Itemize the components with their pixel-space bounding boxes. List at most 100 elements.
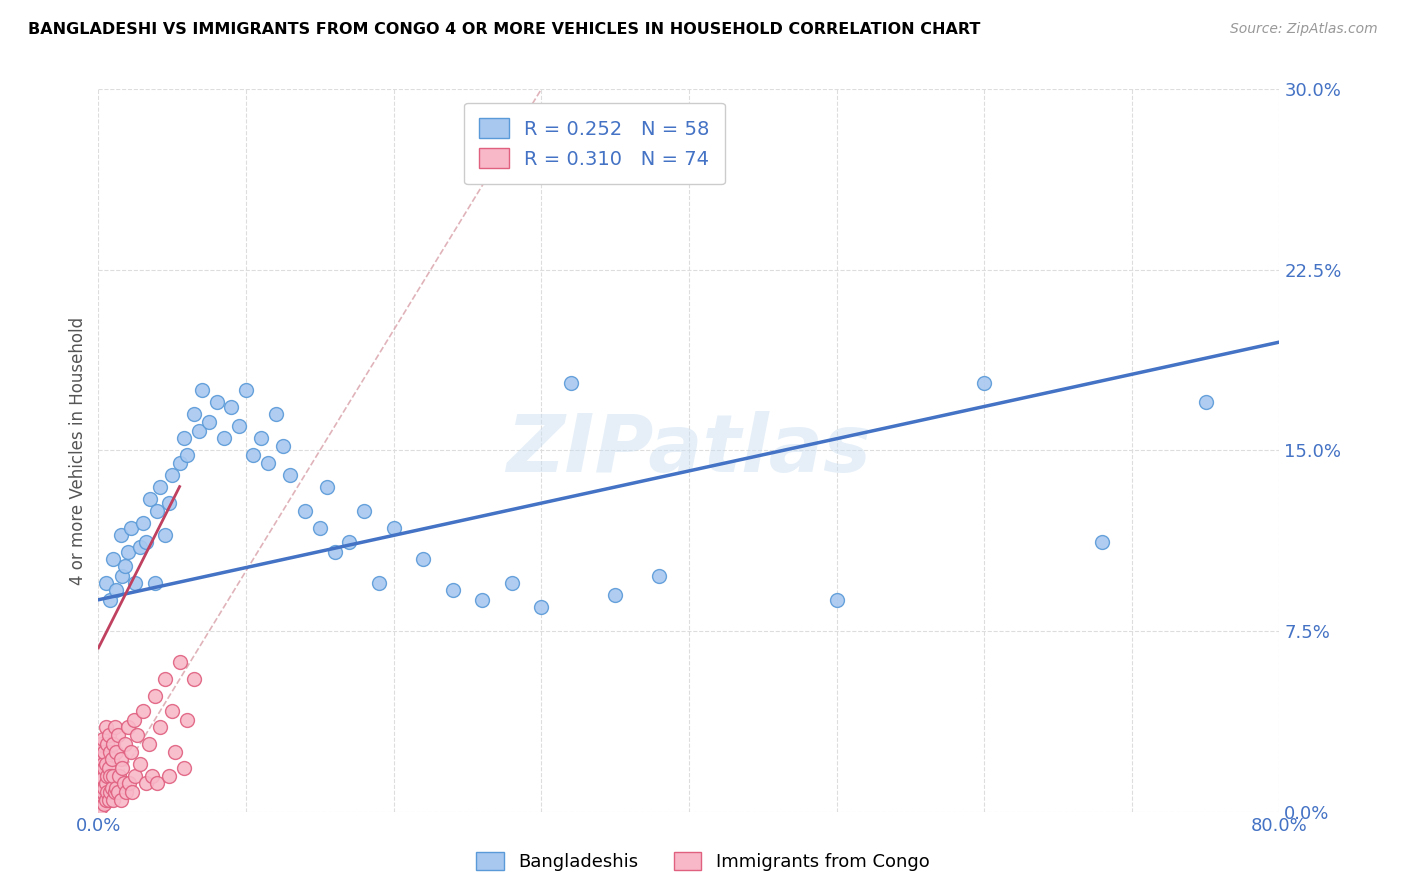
Point	[339, 535, 361, 549]
Point	[187, 424, 209, 438]
Point	[103, 551, 125, 566]
Point	[165, 744, 187, 758]
Point	[382, 520, 405, 534]
Point	[353, 503, 375, 517]
Point	[125, 728, 148, 742]
Point	[135, 535, 157, 549]
Y-axis label: 4 or more Vehicles in Household: 4 or more Vehicles in Household	[69, 317, 87, 584]
Point	[91, 732, 114, 747]
Point	[97, 793, 120, 807]
Point	[118, 776, 141, 790]
Point	[176, 713, 198, 727]
Point	[280, 467, 302, 482]
Point	[138, 737, 160, 751]
Point	[323, 544, 346, 558]
Point	[139, 491, 162, 506]
Point	[93, 797, 115, 812]
Point	[120, 520, 142, 534]
Point	[530, 599, 553, 614]
Point	[90, 752, 112, 766]
Point	[316, 480, 339, 494]
Point	[183, 407, 205, 421]
Point	[162, 704, 183, 718]
Point	[1195, 395, 1218, 409]
Point	[114, 559, 136, 574]
Point	[309, 520, 332, 534]
Point	[157, 496, 180, 510]
Text: BANGLADESHI VS IMMIGRANTS FROM CONGO 4 OR MORE VEHICLES IN HOUSEHOLD CORRELATION: BANGLADESHI VS IMMIGRANTS FROM CONGO 4 O…	[28, 22, 980, 37]
Point	[648, 568, 671, 582]
Point	[149, 721, 172, 735]
Point	[110, 527, 132, 541]
Point	[471, 592, 494, 607]
Point	[122, 713, 145, 727]
Point	[132, 516, 155, 530]
Point	[90, 780, 112, 795]
Point	[100, 752, 122, 766]
Point	[94, 576, 117, 591]
Point	[973, 376, 995, 390]
Point	[191, 384, 214, 398]
Point	[235, 384, 257, 398]
Point	[91, 756, 114, 771]
Point	[121, 785, 143, 799]
Point	[221, 400, 243, 414]
Point	[104, 785, 127, 799]
Point	[115, 785, 138, 799]
Point	[257, 455, 280, 469]
Point	[128, 756, 150, 771]
Point	[162, 467, 183, 482]
Point	[91, 795, 114, 809]
Point	[104, 721, 127, 735]
Point	[110, 752, 132, 766]
Point	[250, 431, 273, 445]
Point	[94, 721, 117, 735]
Point	[146, 776, 169, 790]
Point	[89, 793, 111, 807]
Point	[93, 744, 115, 758]
Point	[91, 785, 114, 799]
Point	[117, 721, 139, 735]
Point	[94, 756, 117, 771]
Point	[264, 407, 287, 421]
Point	[108, 769, 131, 783]
Point	[368, 576, 391, 591]
Point	[120, 744, 142, 758]
Point	[94, 776, 117, 790]
Point	[98, 592, 121, 607]
Point	[111, 568, 134, 582]
Point	[412, 551, 434, 566]
Legend: R = 0.252   N = 58, R = 0.310   N = 74: R = 0.252 N = 58, R = 0.310 N = 74	[464, 103, 725, 185]
Point	[89, 785, 111, 799]
Point	[114, 737, 136, 751]
Point	[205, 395, 228, 409]
Point	[212, 431, 235, 445]
Point	[135, 776, 157, 790]
Point	[107, 785, 129, 799]
Point	[149, 480, 172, 494]
Point	[107, 728, 129, 742]
Point	[103, 793, 125, 807]
Point	[173, 431, 195, 445]
Point	[132, 704, 155, 718]
Point	[271, 439, 294, 453]
Point	[93, 761, 115, 775]
Point	[143, 576, 166, 591]
Point	[91, 771, 114, 785]
Legend: Bangladeshis, Immigrants from Congo: Bangladeshis, Immigrants from Congo	[470, 845, 936, 879]
Point	[90, 800, 112, 814]
Point	[103, 769, 125, 783]
Point	[169, 455, 191, 469]
Point	[169, 656, 191, 670]
Point	[97, 728, 120, 742]
Point	[98, 785, 121, 799]
Point	[294, 503, 316, 517]
Point	[157, 769, 180, 783]
Point	[93, 780, 115, 795]
Point	[124, 769, 146, 783]
Point	[146, 503, 169, 517]
Point	[825, 592, 848, 607]
Point	[173, 761, 195, 775]
Point	[153, 527, 176, 541]
Point	[100, 780, 122, 795]
